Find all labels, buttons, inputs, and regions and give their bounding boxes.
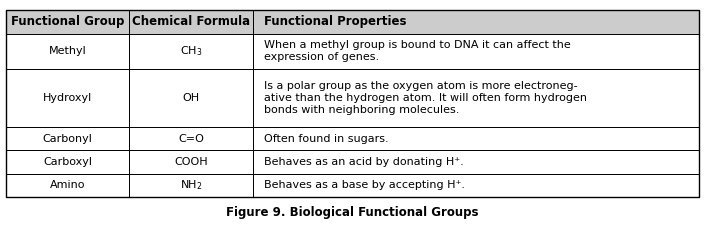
Bar <box>252 34 699 69</box>
Text: Often found in sugars.: Often found in sugars. <box>264 134 388 144</box>
Bar <box>129 150 252 174</box>
Bar <box>6 69 129 127</box>
Text: Amino: Amino <box>49 180 85 190</box>
Text: CH$_3$: CH$_3$ <box>180 45 202 58</box>
Bar <box>6 150 129 174</box>
Text: OH: OH <box>183 93 200 103</box>
Bar <box>129 10 252 34</box>
Bar <box>6 10 699 197</box>
Bar <box>6 127 129 150</box>
Bar <box>252 150 699 174</box>
Bar <box>129 127 252 150</box>
Text: Figure 9. Biological Functional Groups: Figure 9. Biological Functional Groups <box>226 206 479 219</box>
Text: Methyl: Methyl <box>49 47 86 56</box>
Text: Functional Group: Functional Group <box>11 15 124 28</box>
Text: Hydroxyl: Hydroxyl <box>43 93 92 103</box>
Text: Behaves as an acid by donating H⁺.: Behaves as an acid by donating H⁺. <box>264 157 464 167</box>
Bar <box>252 127 699 150</box>
Text: Chemical Formula: Chemical Formula <box>132 15 250 28</box>
Bar <box>129 174 252 197</box>
Text: C=O: C=O <box>178 134 204 144</box>
Bar <box>6 10 129 34</box>
Text: NH$_2$: NH$_2$ <box>180 178 202 192</box>
Bar <box>6 34 129 69</box>
Bar <box>252 10 699 34</box>
Bar <box>6 174 129 197</box>
Bar <box>252 69 699 127</box>
Text: Carbonyl: Carbonyl <box>42 134 92 144</box>
Text: When a methyl group is bound to DNA it can affect the
expression of genes.: When a methyl group is bound to DNA it c… <box>264 41 570 62</box>
Text: Behaves as a base by accepting H⁺.: Behaves as a base by accepting H⁺. <box>264 180 465 190</box>
Bar <box>252 174 699 197</box>
Text: Functional Properties: Functional Properties <box>264 15 406 28</box>
Text: Is a polar group as the oxygen atom is more electroneg-
ative than the hydrogen : Is a polar group as the oxygen atom is m… <box>264 81 587 115</box>
Text: Carboxyl: Carboxyl <box>43 157 92 167</box>
Bar <box>129 34 252 69</box>
Text: COOH: COOH <box>174 157 208 167</box>
Bar <box>129 69 252 127</box>
